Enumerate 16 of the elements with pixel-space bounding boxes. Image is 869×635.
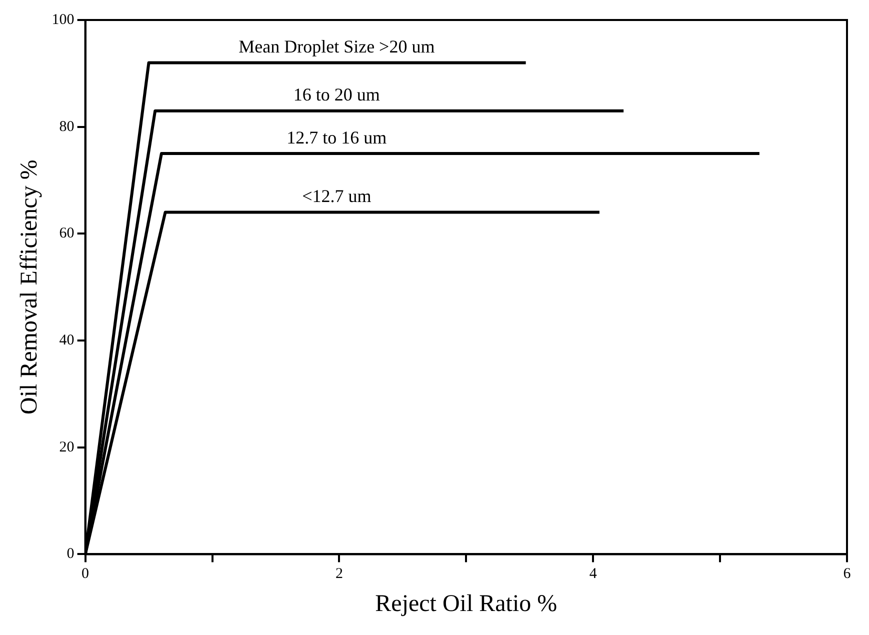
y-tick-label: 20 <box>59 439 74 456</box>
series-label: Mean Droplet Size >20 um <box>238 36 435 56</box>
y-tick-label: 40 <box>59 332 74 348</box>
y-axis-title: Oil Removal Efficiency % <box>16 160 43 415</box>
series-label: <12.7 um <box>302 186 372 206</box>
y-tick-label: 80 <box>59 118 74 135</box>
y-tick-label: 100 <box>52 12 74 28</box>
y-tick-label: 0 <box>66 546 74 562</box>
series-label: 16 to 20 um <box>293 84 380 105</box>
x-tick-label: 2 <box>335 566 343 582</box>
x-tick-label: 0 <box>82 566 90 582</box>
series-label: 12.7 to 16 um <box>286 127 387 148</box>
x-axis-title: Reject Oil Ratio % <box>375 590 558 617</box>
x-tick-label: 6 <box>843 566 852 582</box>
x-tick-label: 4 <box>589 566 598 582</box>
y-tick-label: 60 <box>59 226 74 242</box>
